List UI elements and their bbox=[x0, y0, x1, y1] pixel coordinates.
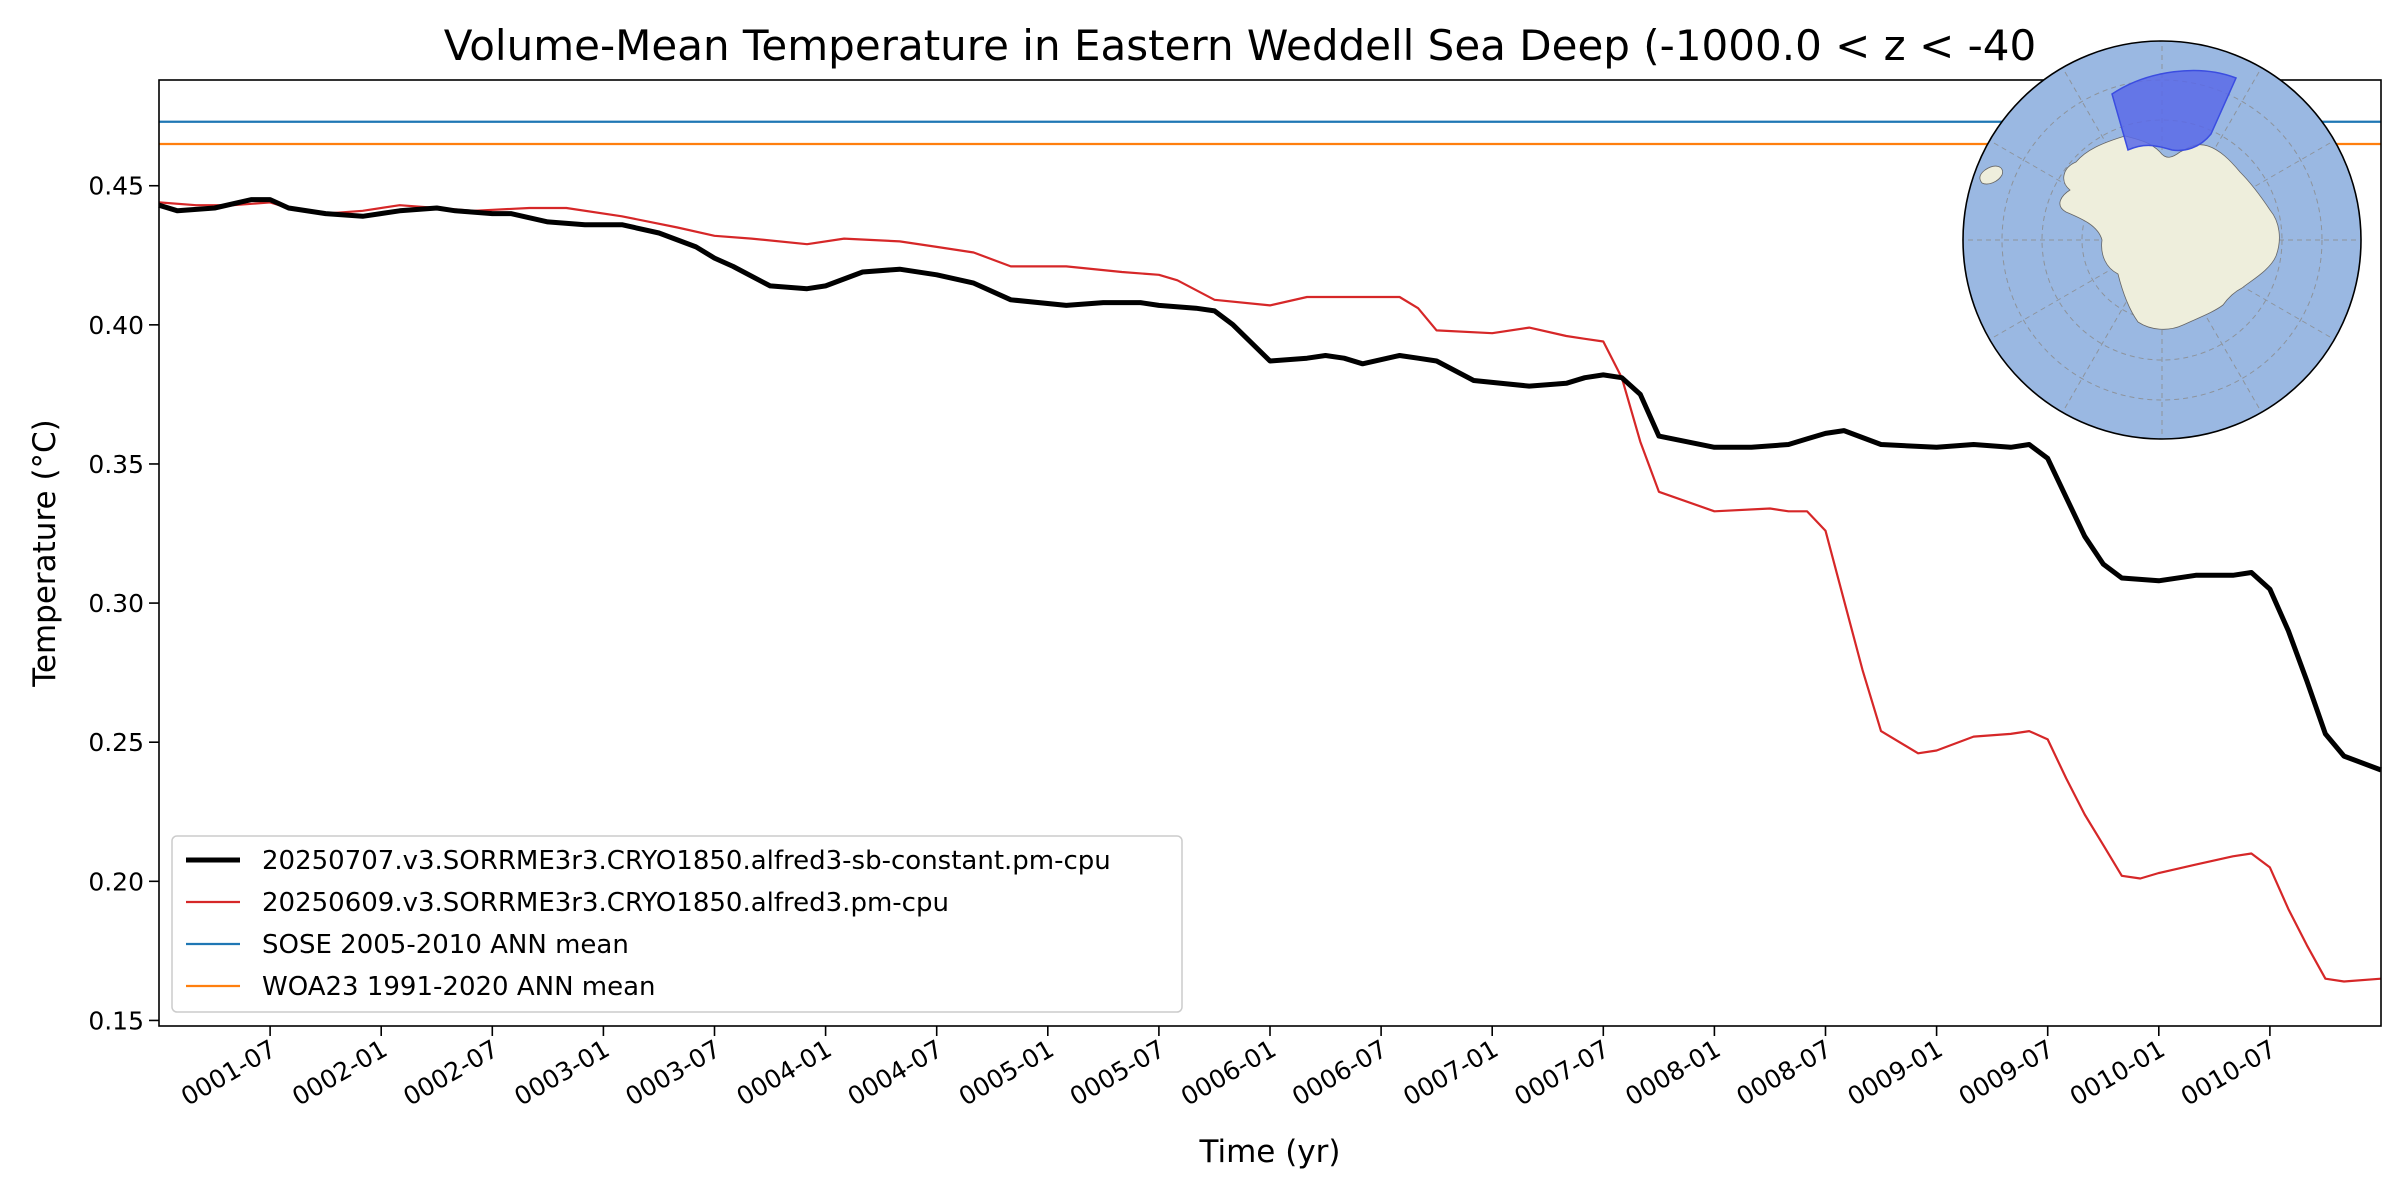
x-tick-label: 0008-07 bbox=[1732, 1034, 1837, 1111]
series-line-1 bbox=[158, 197, 2382, 773]
x-tick-label: 0006-07 bbox=[1287, 1034, 1392, 1111]
y-tick-label: 0.45 bbox=[88, 172, 144, 201]
x-axis-label: Time (yr) bbox=[1199, 1134, 1341, 1170]
x-tick-label: 0004-07 bbox=[843, 1034, 948, 1111]
graticule-meridian bbox=[2161, 239, 2335, 340]
x-tick-label: 0003-01 bbox=[509, 1034, 614, 1111]
legend-label-1: 20250707.v3.SORRME3r3.CRYO1850.alfred3-s… bbox=[262, 846, 1111, 876]
x-axis: 0001-07 0002-01 0002-07 0003-01 0003-07 0004-… bbox=[176, 1026, 2281, 1111]
series-layer bbox=[158, 120, 2382, 983]
y-axis-label: Temperature (°C) bbox=[27, 419, 63, 688]
x-tick-label: 0009-07 bbox=[1954, 1034, 2059, 1111]
legend: 20250707.v3.SORRME3r3.CRYO1850.alfred3-s… bbox=[171, 835, 1183, 1013]
chart-title: Volume-Mean Temperature in Eastern Wedde… bbox=[444, 21, 2036, 70]
map-border bbox=[1962, 40, 2362, 440]
legend-label-2: 20250609.v3.SORRME3r3.CRYO1850.alfred3.p… bbox=[262, 888, 949, 918]
y-tick-label: 0.40 bbox=[88, 311, 144, 340]
x-tick-label: 0004-01 bbox=[732, 1034, 837, 1111]
legend-box bbox=[171, 835, 1183, 1013]
graticule-meridian bbox=[1989, 239, 2163, 340]
x-tick-label: 0002-01 bbox=[287, 1034, 392, 1111]
map-island bbox=[1979, 165, 2003, 185]
graticule-meridian bbox=[2062, 239, 2163, 413]
x-tick-label: 0007-07 bbox=[1509, 1034, 1614, 1111]
y-tick-label: 0.15 bbox=[88, 1006, 144, 1035]
x-tick-label: 0003-07 bbox=[621, 1034, 726, 1111]
legend-label-4: WOA23 1991-2020 ANN mean bbox=[262, 972, 656, 1002]
y-tick-label: 0.35 bbox=[88, 450, 144, 479]
graticule-meridian bbox=[2161, 239, 2262, 413]
x-tick-label: 0002-07 bbox=[398, 1034, 503, 1111]
x-tick-label: 0006-01 bbox=[1176, 1034, 1281, 1111]
y-tick-label: 0.20 bbox=[88, 867, 144, 896]
series-line-2 bbox=[158, 201, 2382, 983]
y-tick-label: 0.30 bbox=[88, 589, 144, 618]
x-tick-label: 0005-07 bbox=[1065, 1034, 1170, 1111]
graticule-ring bbox=[2001, 79, 2323, 401]
x-tick-label: 0001-07 bbox=[176, 1034, 281, 1111]
x-tick-label: 0007-01 bbox=[1398, 1034, 1503, 1111]
map-region-eastern-weddell bbox=[2111, 69, 2238, 152]
x-tick-label: 0005-01 bbox=[954, 1034, 1059, 1111]
y-axis: 0.15 0.20 0.25 0.30 0.35 0.40 0.45 bbox=[88, 172, 159, 1035]
x-tick-label: 0008-01 bbox=[1620, 1034, 1725, 1111]
y-tick-label: 0.25 bbox=[88, 728, 144, 757]
legend-label-3: SOSE 2005-2010 ANN mean bbox=[262, 930, 629, 960]
x-tick-label: 0010-07 bbox=[2176, 1034, 2281, 1111]
inset-map bbox=[1962, 40, 2362, 440]
x-tick-label: 0009-01 bbox=[1843, 1034, 1948, 1111]
x-tick-label: 0010-01 bbox=[2065, 1034, 2170, 1111]
